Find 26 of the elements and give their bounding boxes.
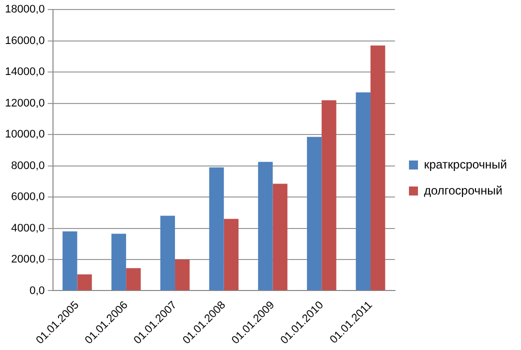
bar <box>209 167 224 290</box>
bar <box>306 136 322 290</box>
bar <box>174 260 190 290</box>
bar <box>258 162 273 290</box>
bar <box>62 231 78 290</box>
y-tick-label: 18000,0 <box>4 4 45 16</box>
legend-label: долгосрочный <box>424 183 502 198</box>
y-tick-label: 0,0 <box>29 284 45 297</box>
bar <box>370 46 386 290</box>
y-tick-label: 2000,0 <box>11 254 45 266</box>
y-tick-label: 8000,0 <box>11 160 45 172</box>
bar <box>111 234 126 290</box>
y-tick-label: 12000,0 <box>4 97 45 110</box>
bar <box>126 268 141 290</box>
bar <box>356 92 371 290</box>
y-tick-label: 16000,0 <box>4 34 45 47</box>
bar <box>160 216 175 290</box>
y-tick-label: 10000,0 <box>4 128 45 141</box>
bar <box>322 100 336 290</box>
bar <box>272 184 288 290</box>
y-tick-label: 4000,0 <box>11 222 45 234</box>
legend-label: краткрсрочный <box>424 157 507 172</box>
bar <box>224 218 239 290</box>
bar <box>77 274 92 290</box>
y-tick-label: 14000,0 <box>4 66 45 78</box>
y-tick-label: 6000,0 <box>11 191 45 204</box>
